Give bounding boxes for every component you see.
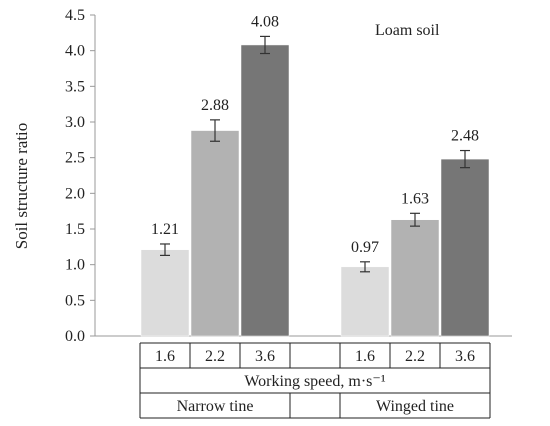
bar	[240, 44, 290, 337]
bars: 1.21 2.88 4.08 0.97 1.63 2.48	[140, 13, 490, 337]
data-label: 1.21	[151, 221, 179, 238]
data-label: 4.08	[251, 13, 279, 30]
y-tick-label: 4.0	[65, 43, 85, 60]
x-category-label: 1.6	[355, 348, 375, 365]
x-category-label: 2.2	[405, 348, 425, 365]
x-category-label: 3.6	[455, 348, 475, 365]
bar	[390, 219, 440, 337]
y-axis-label: Soil structure ratio	[12, 123, 31, 250]
category-table: 1.6 2.2 3.6 1.6 2.2 3.6 Working speed, m·s⁻¹ Na…	[139, 342, 491, 419]
y-tick-label: 1.5	[65, 221, 85, 238]
x-category-label: 1.6	[155, 348, 175, 365]
y-tick-label: 4.5	[65, 7, 85, 24]
data-label: 2.48	[451, 128, 479, 145]
x-category-label: 2.2	[205, 348, 225, 365]
y-tick-label: 1.0	[65, 257, 85, 274]
y-tick-label: 0.5	[65, 292, 85, 309]
y-tick-label: 0.0	[65, 328, 85, 345]
bar	[440, 158, 490, 337]
y-tick-label: 3.5	[65, 78, 85, 95]
data-label: 2.88	[201, 97, 229, 114]
data-label: 1.63	[401, 190, 429, 207]
y-tick-label: 3.0	[65, 114, 85, 131]
x-axis-label: Working speed, m·s⁻¹	[244, 373, 385, 390]
group-label: Winged tine	[376, 398, 454, 415]
bar	[190, 130, 240, 337]
data-label: 0.97	[351, 239, 379, 256]
x-category-label: 3.6	[255, 348, 275, 365]
group-label: Narrow tine	[177, 398, 254, 415]
y-tick-label: 2.0	[65, 185, 85, 202]
chart-annotation: Loam soil	[375, 22, 440, 39]
bar	[340, 266, 390, 337]
bar	[140, 249, 190, 337]
y-tick-label: 2.5	[65, 150, 85, 167]
